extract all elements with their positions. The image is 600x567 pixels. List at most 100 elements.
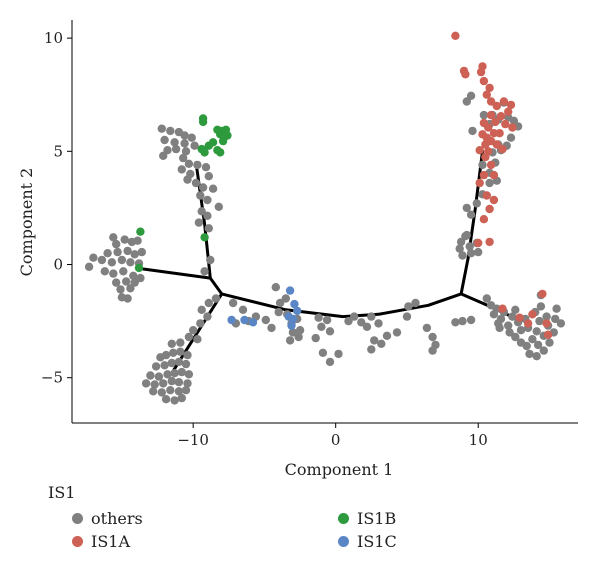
legend-swatch-is1b — [338, 513, 349, 524]
point-others — [181, 147, 191, 156]
point-is1a — [484, 123, 493, 132]
point-others — [112, 278, 121, 287]
point-others — [489, 310, 499, 319]
point-others — [189, 326, 198, 335]
point-others — [174, 357, 184, 367]
point-is1a — [543, 330, 553, 339]
point-others — [539, 346, 548, 355]
point-others — [479, 110, 489, 120]
point-others — [204, 172, 213, 181]
point-is1a — [528, 310, 537, 319]
point-others — [211, 294, 221, 303]
point-others — [100, 267, 110, 276]
point-is1a — [492, 140, 501, 149]
point-is1a — [495, 129, 504, 138]
point-is1a — [461, 70, 470, 79]
point-others — [179, 153, 188, 163]
point-others — [428, 346, 437, 355]
point-others — [116, 285, 125, 294]
point-is1a — [504, 107, 513, 116]
point-others — [170, 396, 179, 405]
point-is1a — [451, 31, 460, 40]
point-is1b — [198, 117, 208, 127]
point-is1a — [508, 123, 517, 132]
point-is1a — [475, 146, 484, 155]
point-others — [402, 312, 412, 321]
point-others — [525, 349, 534, 359]
point-others — [377, 339, 386, 348]
point-is1a — [479, 215, 489, 224]
point-others — [285, 336, 295, 345]
x-tick-label: 10 — [469, 431, 488, 449]
point-others — [167, 339, 176, 348]
point-others — [261, 315, 270, 325]
point-others — [183, 175, 192, 184]
point-others — [166, 386, 175, 395]
point-others — [508, 312, 517, 321]
point-others — [130, 250, 139, 259]
point-is1c — [227, 315, 236, 325]
point-others — [271, 283, 280, 292]
point-is1c — [287, 321, 296, 330]
point-others — [160, 135, 169, 145]
point-others — [288, 328, 298, 337]
point-others — [314, 313, 323, 322]
point-others — [556, 319, 566, 328]
legend-label-is1a: IS1A — [91, 532, 131, 551]
x-tick-label: 0 — [331, 431, 341, 449]
point-is1a — [498, 304, 507, 313]
point-others — [274, 307, 283, 317]
point-others — [180, 139, 189, 148]
point-is1c — [248, 318, 258, 327]
point-others — [404, 302, 413, 311]
point-others — [154, 372, 164, 381]
point-others — [456, 237, 466, 247]
point-others — [161, 395, 171, 404]
point-others — [176, 338, 185, 347]
point-others — [183, 379, 192, 388]
point-others — [370, 336, 379, 345]
point-others — [322, 315, 332, 325]
point-is1a — [501, 119, 510, 129]
point-is1a — [538, 289, 547, 299]
point-others — [117, 255, 127, 265]
point-others — [367, 312, 376, 321]
point-others — [238, 305, 248, 314]
point-others — [167, 376, 176, 386]
point-others — [422, 323, 432, 333]
point-others — [151, 362, 161, 371]
point-is1a — [478, 130, 487, 139]
point-is1a — [499, 97, 509, 106]
point-others — [472, 199, 481, 208]
point-is1a — [479, 170, 489, 180]
point-others — [97, 255, 107, 265]
point-others — [157, 124, 166, 133]
point-others — [462, 97, 471, 106]
axes — [71, 20, 578, 424]
point-others — [181, 359, 191, 369]
point-others — [137, 247, 146, 257]
point-others — [84, 262, 94, 271]
point-others — [535, 316, 544, 326]
trajectory-segment — [141, 267, 212, 280]
point-is1a — [474, 238, 483, 248]
point-others — [183, 350, 192, 360]
point-is1b — [197, 144, 206, 154]
point-others — [184, 370, 194, 379]
point-is1c — [288, 314, 298, 324]
point-others — [163, 370, 172, 379]
point-others — [150, 380, 159, 389]
point-others — [89, 253, 98, 262]
legend-title: IS1 — [48, 483, 76, 502]
point-others — [159, 379, 168, 388]
point-is1a — [485, 237, 494, 247]
legend-swatch-others — [72, 513, 83, 524]
y-tick-label: 5 — [53, 142, 63, 160]
point-is1b — [204, 141, 213, 150]
point-others — [206, 255, 215, 265]
point-others — [466, 210, 476, 219]
trajectory-segment — [220, 292, 463, 319]
point-others — [103, 249, 112, 258]
point-others — [458, 251, 467, 260]
point-others — [506, 133, 516, 142]
